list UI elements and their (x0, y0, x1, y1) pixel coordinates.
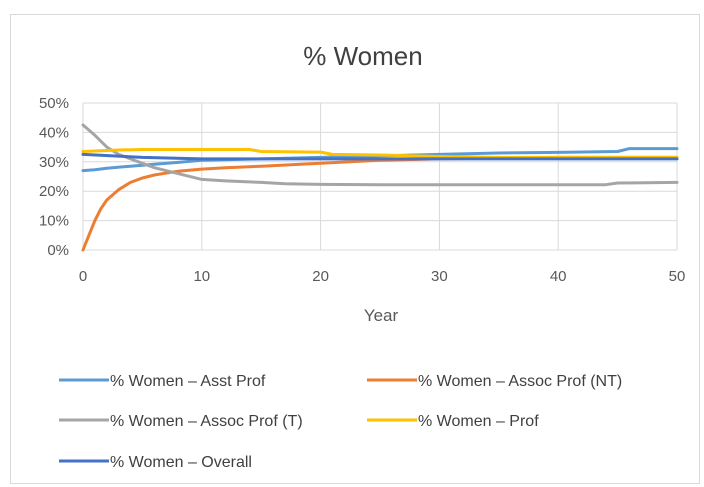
y-tick-label: 0% (47, 242, 69, 259)
x-tick-label: 40 (550, 268, 567, 285)
legend-entry: % Women – Prof (418, 413, 539, 430)
legend-entry: % Women – Asst Prof (110, 373, 266, 390)
chart-title: % Women (303, 41, 422, 71)
x-tick-label: 50 (669, 268, 686, 285)
x-tick-label: 10 (193, 268, 210, 285)
line-chart: % Women 0% 10% 20% 30% 40% 50% 0 10 20 30 40 50 Yea… (39, 41, 686, 471)
legend-entry: % Women – Assoc Prof (NT) (418, 373, 622, 390)
y-tick-label: 50% (39, 95, 69, 112)
x-tick-label: 20 (312, 268, 329, 285)
y-tick-label: 10% (39, 213, 69, 230)
x-tick-label: 0 (79, 268, 87, 285)
x-axis-label: Year (364, 306, 399, 325)
y-tick-label: 40% (39, 124, 69, 141)
chart-area: % Women 0% 10% 20% 30% 40% 50% 0 10 20 30 40 50 Yea… (10, 14, 700, 484)
y-tick-label: 20% (39, 183, 69, 200)
legend-entry: % Women – Assoc Prof (T) (110, 413, 303, 430)
legend-entry: % Women – Overall (110, 454, 252, 471)
x-tick-label: 30 (431, 268, 448, 285)
series-line-5 (81, 152, 679, 161)
y-tick-label: 30% (39, 154, 69, 171)
